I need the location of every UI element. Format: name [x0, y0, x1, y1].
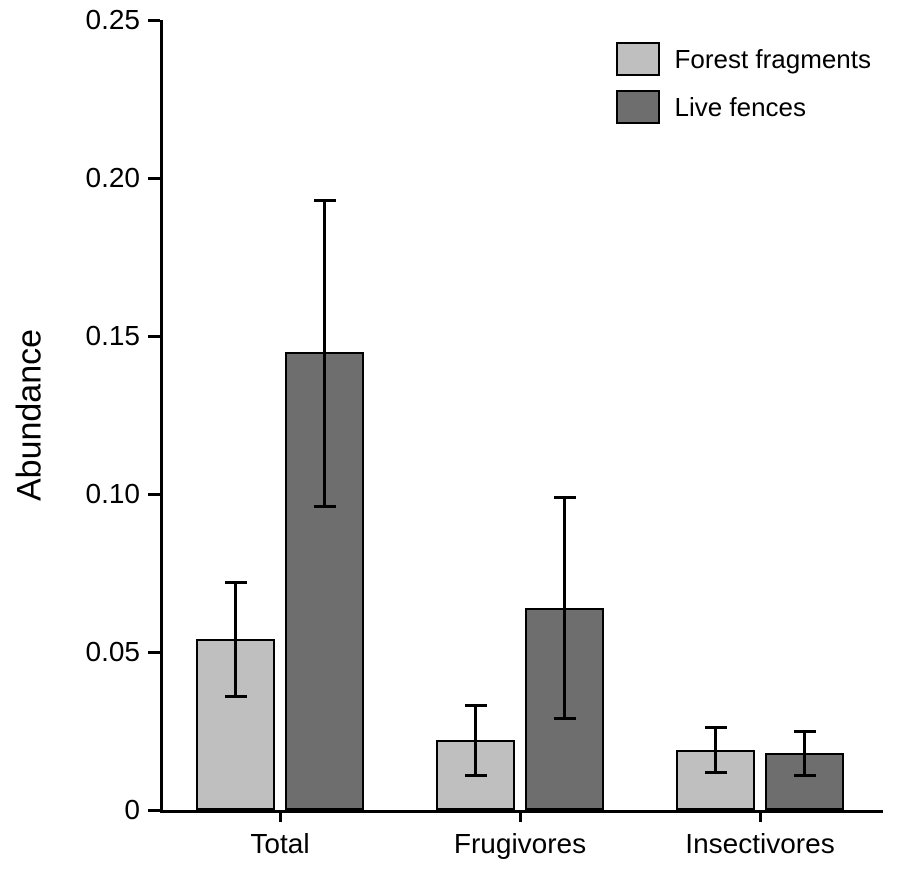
error-cap	[225, 695, 247, 698]
y-tick-label: 0.15	[86, 320, 141, 352]
error-cap	[554, 717, 576, 720]
chart-stage: Abundance Forest fragments Live fences 0 0…	[0, 0, 907, 892]
legend-swatch	[616, 90, 660, 124]
y-tick	[148, 335, 160, 338]
error-cap	[465, 704, 487, 707]
x-tick	[279, 810, 282, 822]
y-tick-label: 0	[124, 794, 140, 826]
error-cap	[794, 774, 816, 777]
error-cap	[465, 774, 487, 777]
x-axis-line	[160, 810, 883, 813]
y-tick-label: 0.10	[86, 478, 141, 510]
error-bar	[803, 731, 806, 775]
x-tick-label: Frugivores	[454, 828, 586, 860]
error-bar	[474, 706, 477, 776]
x-tick	[759, 810, 762, 822]
x-tick-label: Total	[250, 828, 309, 860]
x-tick-label: Insectivores	[685, 828, 834, 860]
y-tick	[148, 177, 160, 180]
legend-label: Live fences	[674, 92, 806, 123]
y-tick	[148, 809, 160, 812]
error-bar	[323, 200, 326, 507]
error-cap	[794, 730, 816, 733]
y-tick-label: 0.25	[86, 4, 141, 36]
legend-item: Forest fragments	[616, 42, 871, 76]
x-tick	[519, 810, 522, 822]
legend: Forest fragments Live fences	[616, 42, 871, 124]
y-tick-label: 0.20	[86, 162, 141, 194]
legend-label: Forest fragments	[674, 44, 871, 75]
y-axis-line	[160, 20, 163, 813]
y-axis-label: Abundance	[11, 329, 50, 501]
y-tick	[148, 493, 160, 496]
error-cap	[554, 496, 576, 499]
y-tick	[148, 19, 160, 22]
error-bar	[234, 582, 237, 696]
error-cap	[314, 199, 336, 202]
error-cap	[225, 581, 247, 584]
y-tick-label: 0.05	[86, 636, 141, 668]
error-bar	[563, 497, 566, 718]
error-cap	[705, 726, 727, 729]
y-tick	[148, 651, 160, 654]
error-cap	[705, 771, 727, 774]
error-cap	[314, 505, 336, 508]
error-bar	[714, 728, 717, 772]
legend-item: Live fences	[616, 90, 871, 124]
legend-swatch	[616, 42, 660, 76]
